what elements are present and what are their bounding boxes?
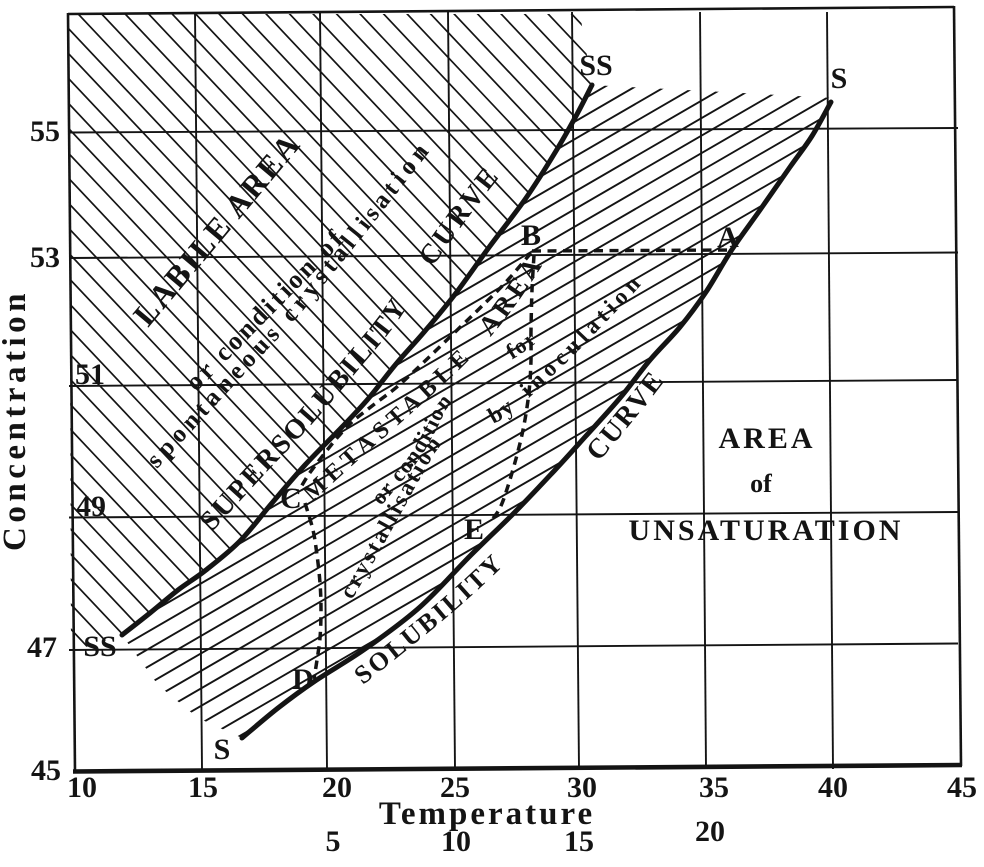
svg-text:5: 5: [326, 825, 341, 858]
svg-text:40: 40: [818, 771, 848, 804]
svg-text:20: 20: [695, 815, 725, 848]
svg-text:47: 47: [27, 631, 57, 664]
svg-text:S: S: [831, 62, 848, 95]
svg-text:45: 45: [31, 754, 61, 787]
svg-text:A: A: [717, 221, 739, 254]
svg-text:51: 51: [75, 358, 105, 391]
svg-text:B: B: [521, 219, 541, 252]
svg-text:SS: SS: [579, 49, 612, 82]
svg-text:Concentration: Concentration: [0, 289, 33, 551]
svg-text:AREA: AREA: [718, 422, 815, 455]
svg-text:10: 10: [67, 771, 97, 804]
svg-text:49: 49: [76, 490, 106, 523]
svg-text:15: 15: [188, 771, 218, 804]
svg-text:SS: SS: [83, 630, 116, 663]
svg-text:of: of: [750, 469, 772, 498]
svg-text:S: S: [214, 733, 231, 766]
svg-text:45: 45: [947, 771, 977, 804]
svg-text:C: C: [280, 482, 302, 515]
svg-text:Temperature: Temperature: [379, 796, 595, 832]
svg-text:55: 55: [30, 115, 60, 148]
svg-text:53: 53: [30, 241, 60, 274]
svg-text:D: D: [292, 663, 314, 696]
svg-text:E: E: [464, 513, 484, 546]
svg-text:UNSATURATION: UNSATURATION: [629, 514, 904, 547]
svg-text:20: 20: [322, 771, 352, 804]
svg-text:35: 35: [699, 771, 729, 804]
